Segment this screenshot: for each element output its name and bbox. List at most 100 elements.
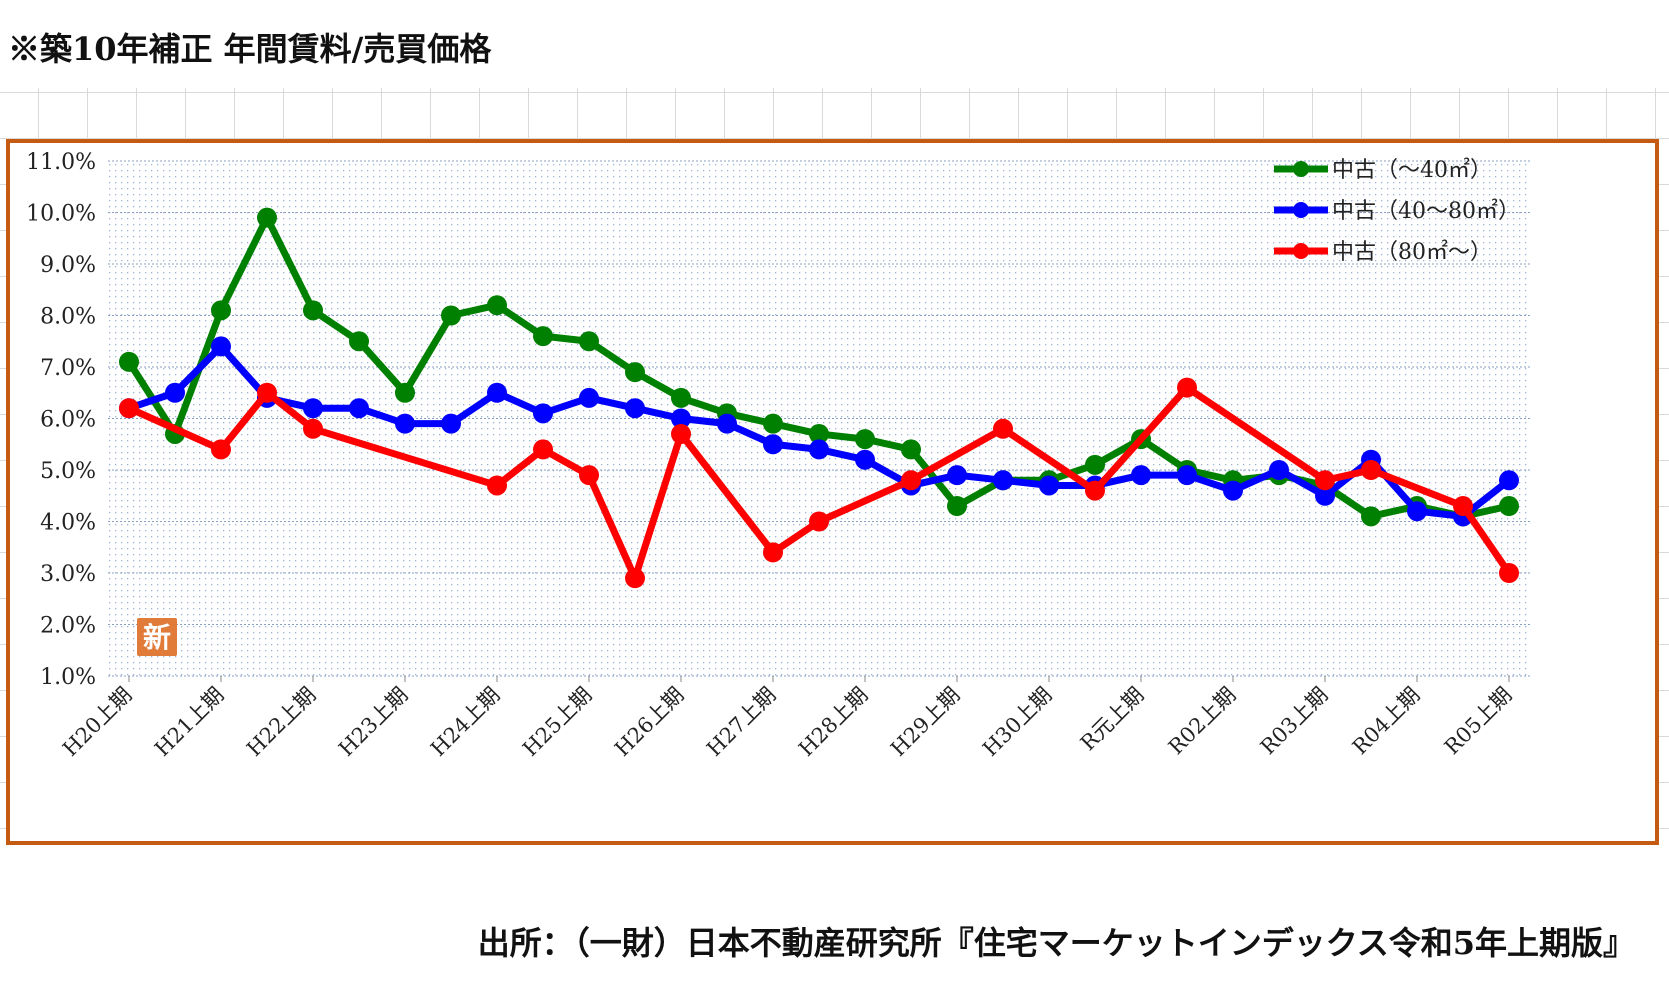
data-point (625, 398, 645, 418)
data-point (717, 414, 737, 434)
data-point (533, 326, 553, 346)
data-point (211, 336, 231, 356)
data-point (625, 362, 645, 382)
legend-label: 中古（～40㎡） (1332, 157, 1492, 183)
data-point (579, 465, 599, 485)
data-point (579, 388, 599, 408)
data-point (1085, 455, 1105, 475)
y-tick-label: 4.0% (40, 511, 96, 536)
data-point (165, 383, 185, 403)
page-title: ※築10年補正 年間賃料/売買価格 (8, 24, 491, 70)
x-tick-label: H22上期 (242, 683, 321, 762)
new-badge: 新 (137, 618, 177, 656)
x-tick-label: R04上期 (1348, 683, 1425, 760)
y-tick-label: 1.0% (40, 665, 96, 690)
data-point (303, 398, 323, 418)
x-tick-label: H30上期 (978, 683, 1057, 762)
x-tick-label: H26上期 (610, 683, 689, 762)
x-tick-label: H23上期 (334, 683, 413, 762)
y-axis: 1.0% 2.0% 3.0% 4.0% 5.0% 6.0% 7.0% 8.0% 9.0% 10.0… (26, 150, 96, 690)
data-point (809, 439, 829, 459)
y-tick-label: 11.0% (26, 150, 96, 175)
legend-label: 中古（80㎡～） (1332, 239, 1492, 265)
x-tick-label: H25上期 (518, 683, 597, 762)
data-point (441, 306, 461, 326)
data-point (257, 383, 277, 403)
data-point (257, 208, 277, 228)
x-tick-label: R元上期 (1076, 683, 1149, 756)
data-point (1361, 460, 1381, 480)
y-tick-label: 6.0% (40, 408, 96, 433)
data-point (993, 419, 1013, 439)
data-point (1039, 475, 1059, 495)
x-tick-label: H20上期 (58, 683, 137, 762)
data-point (855, 450, 875, 470)
data-point (349, 331, 369, 351)
data-point (763, 414, 783, 434)
y-tick-label: 7.0% (40, 356, 96, 381)
data-point (211, 300, 231, 320)
data-point (855, 429, 875, 449)
data-point (1131, 465, 1151, 485)
data-point (303, 300, 323, 320)
data-point (901, 439, 921, 459)
legend-marker (1293, 202, 1309, 218)
x-tick-label: H21上期 (150, 683, 229, 762)
data-point (671, 388, 691, 408)
data-point (763, 542, 783, 562)
new-badge-label: 新 (143, 621, 171, 654)
data-point (809, 512, 829, 532)
data-point (579, 331, 599, 351)
data-point (441, 414, 461, 434)
y-tick-label: 9.0% (40, 253, 96, 278)
x-tick-label: R05上期 (1440, 683, 1517, 760)
data-point (901, 470, 921, 490)
data-point (487, 475, 507, 495)
legend-marker (1293, 161, 1309, 177)
y-tick-label: 3.0% (40, 562, 96, 587)
data-point (1177, 378, 1197, 398)
y-tick-label: 8.0% (40, 305, 96, 330)
data-point (625, 568, 645, 588)
source-note: 出所：（一財）日本不動産研究所『住宅マーケットインデックス令和5年上期版』 (478, 918, 1635, 964)
data-point (1499, 496, 1519, 516)
data-point (1453, 496, 1473, 516)
data-point (395, 383, 415, 403)
data-point (947, 496, 967, 516)
data-point (303, 419, 323, 439)
x-tick-label: R03上期 (1256, 683, 1333, 760)
x-axis: H20上期 H21上期 H22上期 H23上期 H24上期 H25上期 H26上期 H27上期… (58, 676, 1517, 761)
x-tick-label: H27上期 (702, 683, 781, 762)
data-point (1499, 563, 1519, 583)
data-point (947, 465, 967, 485)
x-tick-label: H24上期 (426, 683, 505, 762)
data-point (1085, 481, 1105, 501)
data-point (487, 295, 507, 315)
legend-marker (1293, 243, 1309, 259)
x-tick-label: H28上期 (794, 683, 873, 762)
y-tick-label: 10.0% (26, 202, 96, 227)
data-point (671, 424, 691, 444)
data-point (119, 398, 139, 418)
data-point (763, 434, 783, 454)
data-point (1407, 501, 1427, 521)
data-point (1269, 460, 1289, 480)
x-tick-label: R02上期 (1164, 683, 1241, 760)
data-point (349, 398, 369, 418)
data-point (1177, 465, 1197, 485)
data-point (1223, 481, 1243, 501)
legend-label: 中古（40～80㎡） (1332, 198, 1520, 224)
y-tick-label: 2.0% (40, 614, 96, 639)
data-point (533, 403, 553, 423)
data-point (211, 439, 231, 459)
y-tick-label: 5.0% (40, 459, 96, 484)
data-point (1361, 506, 1381, 526)
data-point (533, 439, 553, 459)
data-point (1499, 470, 1519, 490)
data-point (395, 414, 415, 434)
line-chart: 1.0% 2.0% 3.0% 4.0% 5.0% 6.0% 7.0% 8.0% 9.0% 10.0… (6, 139, 1659, 845)
data-point (993, 470, 1013, 490)
data-point (119, 352, 139, 372)
data-point (1315, 470, 1335, 490)
x-tick-label: H29上期 (886, 683, 965, 762)
